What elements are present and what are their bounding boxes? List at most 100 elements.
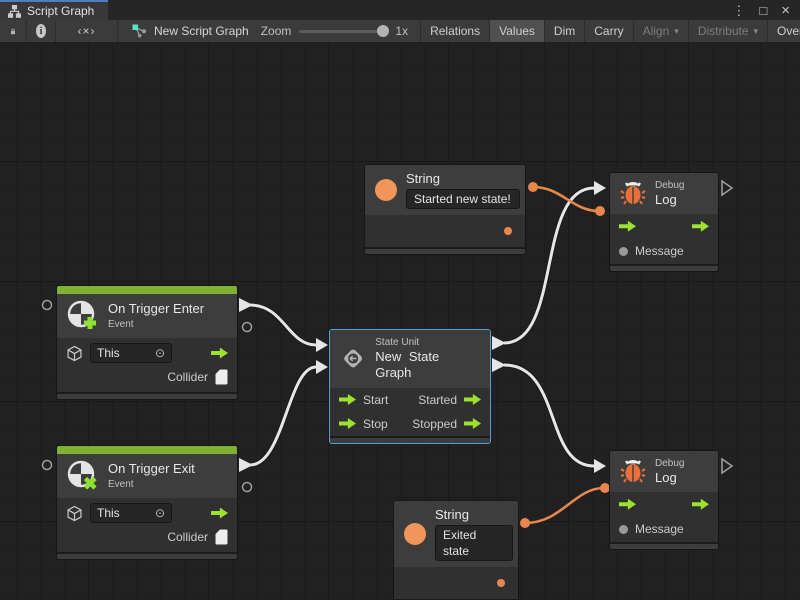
bug-icon bbox=[620, 181, 646, 205]
node-string-started[interactable]: String Started new state! bbox=[365, 165, 525, 255]
wire-string-to-message-bottom bbox=[524, 486, 605, 525]
tab-label: Script Graph bbox=[27, 4, 95, 18]
flow-out-port[interactable] bbox=[464, 418, 481, 429]
node-footer bbox=[610, 542, 718, 550]
zoom-slider-knob[interactable] bbox=[377, 25, 390, 37]
wire-start-arrow bbox=[492, 358, 506, 372]
flow-in-port[interactable] bbox=[619, 220, 636, 232]
toolbar-button-distribute[interactable]: Distribute ▾ bbox=[689, 20, 769, 42]
view-source-button[interactable]: ‹×› bbox=[56, 20, 118, 42]
target-object-field[interactable]: This ⊙ bbox=[90, 503, 172, 523]
wire-start-arrow bbox=[492, 336, 506, 350]
info-button[interactable]: i bbox=[27, 20, 56, 42]
zoom-slider[interactable] bbox=[299, 25, 390, 37]
tab-bar: Script Graph ⋮ □ × bbox=[0, 0, 800, 20]
message-input-port[interactable] bbox=[619, 524, 628, 534]
lock-button[interactable] bbox=[0, 20, 27, 42]
node-subtitle: Event bbox=[108, 318, 134, 330]
zoom-control: Zoom 1x bbox=[261, 20, 420, 42]
empty-target-port bbox=[41, 459, 53, 471]
graph-toolbar: i ‹×› New Script Graph Zoom 1x bbox=[0, 20, 800, 43]
node-string-exited[interactable]: String Exited state bbox=[394, 501, 518, 600]
node-title: Log bbox=[655, 192, 677, 207]
string-output-port[interactable] bbox=[504, 227, 512, 236]
node-title: Log bbox=[655, 470, 677, 485]
flow-in-port[interactable] bbox=[619, 498, 636, 510]
toolbar-button-values[interactable]: Values bbox=[490, 20, 545, 42]
port-label: Message bbox=[635, 244, 684, 259]
flow-out-port[interactable] bbox=[211, 507, 228, 519]
empty-collider-port bbox=[241, 321, 253, 333]
target-value: This bbox=[97, 346, 120, 360]
wire-enter-to-start bbox=[249, 303, 317, 347]
wire-string-to-message-top bbox=[532, 185, 600, 213]
node-body bbox=[394, 567, 518, 600]
node-body: This ⊙ Collider bbox=[57, 338, 237, 392]
graph-name-display[interactable]: New Script Graph bbox=[118, 20, 261, 42]
node-state-unit[interactable]: State Unit New State Graph Start Started… bbox=[330, 330, 490, 443]
trigger-exit-icon bbox=[67, 460, 97, 490]
flow-in-port[interactable] bbox=[339, 394, 356, 405]
string-literal-icon bbox=[375, 179, 397, 202]
toolbar-button-overview[interactable]: Overview bbox=[768, 20, 800, 42]
menu-dots-icon[interactable]: ⋮ bbox=[732, 2, 746, 18]
object-picker-icon[interactable]: ⊙ bbox=[154, 346, 165, 360]
flow-out-port[interactable] bbox=[692, 498, 709, 510]
zoom-label: Zoom bbox=[260, 24, 292, 38]
maximize-icon[interactable]: □ bbox=[759, 2, 768, 18]
node-debug-log-top[interactable]: Debug Log Message bbox=[610, 173, 718, 272]
node-debug-log-bottom[interactable]: Debug Log Message bbox=[610, 451, 718, 550]
wire-start-arrow bbox=[239, 458, 253, 472]
toolbar-button-carry[interactable]: Carry bbox=[585, 20, 634, 42]
node-body bbox=[365, 215, 525, 248]
graph-canvas[interactable]: String Started new state! Deb bbox=[0, 43, 800, 600]
node-body: This ⊙ Collider bbox=[57, 498, 237, 552]
collider-value-icon bbox=[215, 529, 228, 545]
state-row-stop: Stop Stopped bbox=[330, 412, 490, 436]
toolbar-button-relations[interactable]: Relations bbox=[420, 20, 491, 42]
graph-name-label: New Script Graph bbox=[154, 24, 249, 38]
string-value-input[interactable]: Exited state bbox=[435, 525, 513, 562]
target-row: This ⊙ bbox=[57, 342, 237, 364]
node-header: Debug Log bbox=[610, 451, 718, 493]
object-picker-icon[interactable]: ⊙ bbox=[154, 506, 165, 520]
collider-value-icon bbox=[215, 369, 228, 385]
flow-out-port[interactable] bbox=[692, 220, 709, 232]
flow-out-port[interactable] bbox=[464, 394, 481, 405]
empty-collider-port bbox=[241, 481, 253, 493]
flow-out-port[interactable] bbox=[211, 347, 228, 359]
button-label: Values bbox=[499, 24, 535, 38]
node-header: String Exited state bbox=[394, 501, 518, 568]
port-label: Collider bbox=[167, 370, 208, 384]
collider-row: Collider bbox=[57, 526, 237, 548]
node-on-trigger-exit[interactable]: On Trigger Exit Event This ⊙ bbox=[57, 446, 237, 559]
empty-target-port bbox=[41, 299, 53, 311]
string-literal-icon bbox=[404, 523, 426, 546]
port-label: Start bbox=[363, 392, 389, 407]
string-output-port[interactable] bbox=[497, 579, 505, 588]
event-accent-bar bbox=[57, 286, 237, 294]
node-header: Debug Log bbox=[610, 173, 718, 215]
close-icon[interactable]: × bbox=[781, 1, 790, 19]
gameobject-cube-icon bbox=[67, 505, 82, 521]
port-label: Stop bbox=[363, 416, 388, 431]
state-unit-icon bbox=[344, 349, 363, 368]
message-input-port[interactable] bbox=[619, 246, 628, 256]
target-object-field[interactable]: This ⊙ bbox=[90, 343, 172, 363]
flow-in-port[interactable] bbox=[339, 418, 356, 429]
zoom-value: 1x bbox=[395, 24, 409, 38]
node-footer bbox=[330, 435, 490, 443]
tab-script-graph[interactable]: Script Graph bbox=[0, 0, 109, 20]
toolbar-button-dim[interactable]: Dim bbox=[545, 20, 586, 42]
node-title: On Trigger Exit bbox=[108, 461, 195, 477]
button-label: Relations bbox=[430, 24, 481, 38]
node-on-trigger-enter[interactable]: On Trigger Enter Event This ⊙ bbox=[57, 286, 237, 399]
event-accent-bar bbox=[57, 446, 237, 454]
lock-icon bbox=[11, 28, 15, 34]
node-body: Start Started Stop Stopped bbox=[330, 387, 490, 436]
string-value-input[interactable]: Started new state! bbox=[406, 189, 520, 210]
port-label: Started bbox=[418, 392, 457, 407]
wire-exit-to-stop bbox=[249, 365, 317, 467]
toolbar-button-align[interactable]: Align ▾ bbox=[634, 20, 689, 42]
